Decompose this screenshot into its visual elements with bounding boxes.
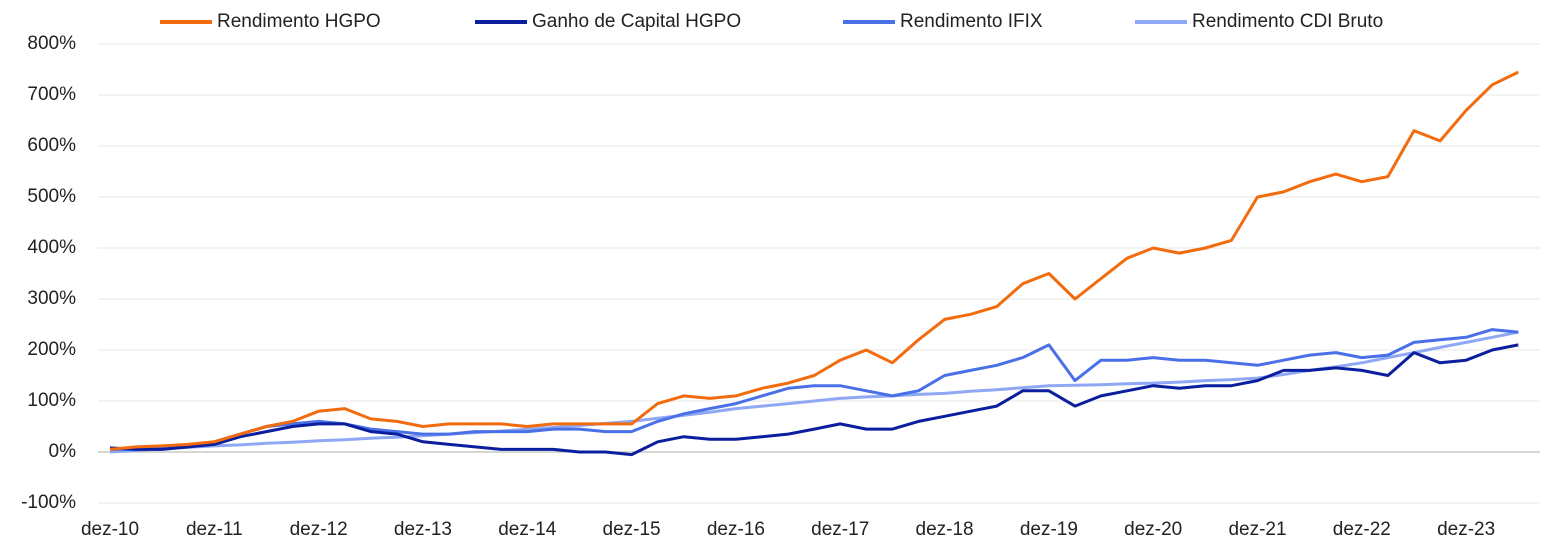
x-tick-label: dez-15 xyxy=(603,519,661,539)
series-line xyxy=(109,330,1519,454)
series-line xyxy=(110,328,1519,451)
y-tick-label: 400% xyxy=(27,237,76,258)
x-tick-label: dez-11 xyxy=(186,519,243,539)
x-tick-label: dez-19 xyxy=(1020,519,1078,539)
y-tick-label: 500% xyxy=(27,186,76,207)
legend-label: Rendimento CDI Bruto xyxy=(1192,11,1383,32)
series-line xyxy=(109,343,1519,457)
legend-label: Rendimento IFIX xyxy=(900,11,1043,32)
x-tick-label: dez-17 xyxy=(811,519,869,539)
y-tick-label: 700% xyxy=(27,84,76,105)
x-tick-label: dez-14 xyxy=(498,519,557,539)
x-tick-label: dez-23 xyxy=(1437,519,1495,539)
y-tick-label: 800% xyxy=(27,33,76,54)
series-line xyxy=(109,70,1519,451)
x-tick-label: dez-18 xyxy=(916,519,974,539)
x-tick-label: dez-20 xyxy=(1124,519,1182,539)
legend-label: Rendimento HGPO xyxy=(217,11,381,32)
y-tick-label: 200% xyxy=(27,339,76,360)
y-tick-label: 100% xyxy=(27,390,76,411)
y-tick-label: 300% xyxy=(27,288,76,309)
x-tick-label: dez-21 xyxy=(1228,519,1286,539)
x-tick-label: dez-16 xyxy=(707,519,765,539)
x-tick-label: dez-12 xyxy=(290,519,348,539)
y-tick-label: 600% xyxy=(27,135,76,156)
y-tick-label: 0% xyxy=(49,441,77,462)
legend-label: Ganho de Capital HGPO xyxy=(532,11,741,32)
x-tick-label: dez-22 xyxy=(1333,519,1391,539)
x-tick-label: dez-10 xyxy=(81,519,139,539)
y-tick-label: -100% xyxy=(21,492,76,513)
x-tick-label: dez-13 xyxy=(394,519,452,539)
